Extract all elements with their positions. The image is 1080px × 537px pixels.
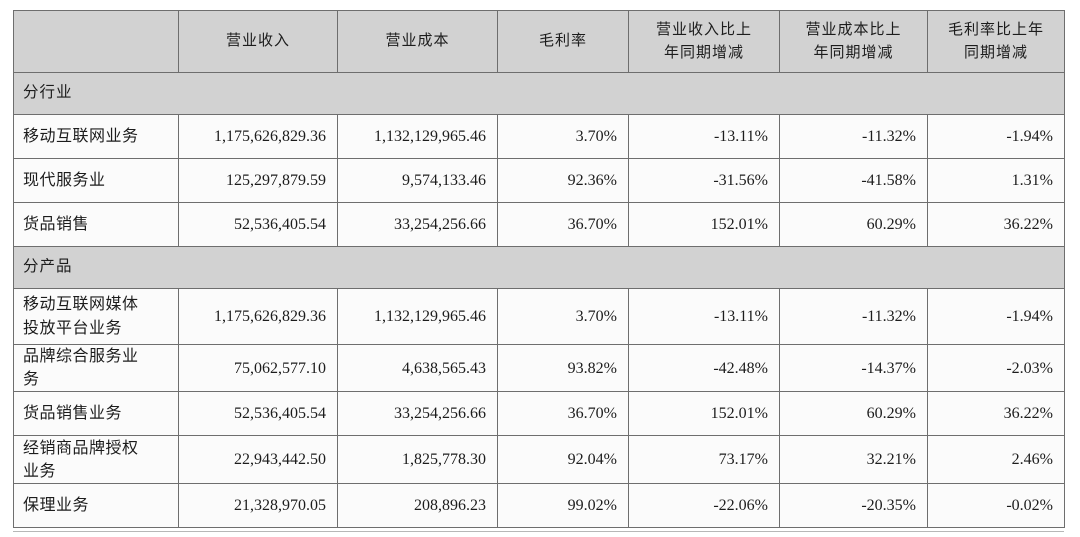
margin-value: 92.04%	[497, 435, 629, 485]
row-label: 品牌综合服务业 务	[13, 343, 179, 393]
table-row: 货品销售 52,536,405.54 33,254,256.66 36.70% …	[13, 202, 1065, 247]
margin-yoy-value: 36.22%	[927, 202, 1065, 247]
cost-yoy-value: -41.58%	[779, 158, 928, 203]
section-row-by-industry: 分行业	[13, 72, 1065, 115]
cost-value: 208,896.23	[337, 483, 498, 529]
cost-value: 1,132,129,965.46	[337, 114, 498, 159]
cost-yoy-value: -14.37%	[779, 343, 928, 393]
financial-table: 营业收入 营业成本 毛利率 营业收入比上 年同期增减 营业成本比上 年同期增减 …	[13, 10, 1065, 529]
margin-yoy-value: -1.94%	[927, 114, 1065, 159]
margin-value: 93.82%	[497, 343, 629, 393]
header-cell-margin-yoy: 毛利率比上年 同期增减	[927, 10, 1065, 73]
margin-value: 36.70%	[497, 391, 629, 437]
margin-yoy-value: 36.22%	[927, 391, 1065, 437]
table-row: 保理业务 21,328,970.05 208,896.23 99.02% -22…	[13, 483, 1065, 529]
header-cell-cost: 营业成本	[337, 10, 498, 73]
table-row: 现代服务业 125,297,879.59 9,574,133.46 92.36%…	[13, 158, 1065, 203]
cost-yoy-value: -20.35%	[779, 483, 928, 529]
margin-value: 36.70%	[497, 202, 629, 247]
header-cell-gross-margin: 毛利率	[497, 10, 629, 73]
cost-yoy-value: 32.21%	[779, 435, 928, 485]
revenue-yoy-value: 73.17%	[628, 435, 780, 485]
table-header-row: 营业收入 营业成本 毛利率 营业收入比上 年同期增减 营业成本比上 年同期增减 …	[13, 10, 1065, 73]
table-row: 经销商品牌授权 业务 22,943,442.50 1,825,778.30 92…	[13, 435, 1065, 485]
revenue-value: 1,175,626,829.36	[178, 114, 338, 159]
row-label: 经销商品牌授权 业务	[13, 435, 179, 485]
margin-yoy-value: 2.46%	[927, 435, 1065, 485]
section-label: 分产品	[13, 246, 1065, 289]
cost-yoy-value: 60.29%	[779, 202, 928, 247]
revenue-yoy-value: -13.11%	[628, 288, 780, 345]
cost-yoy-value: -11.32%	[779, 288, 928, 345]
table-bottom-rule	[13, 531, 1064, 532]
revenue-yoy-value: -31.56%	[628, 158, 780, 203]
revenue-yoy-value: 152.01%	[628, 202, 780, 247]
revenue-value: 1,175,626,829.36	[178, 288, 338, 345]
margin-yoy-value: -1.94%	[927, 288, 1065, 345]
revenue-yoy-value: -42.48%	[628, 343, 780, 393]
cost-value: 1,825,778.30	[337, 435, 498, 485]
row-label: 货品销售	[13, 202, 179, 247]
margin-value: 92.36%	[497, 158, 629, 203]
revenue-value: 52,536,405.54	[178, 202, 338, 247]
header-cell-revenue-yoy: 营业收入比上 年同期增减	[628, 10, 780, 73]
table-row: 移动互联网业务 1,175,626,829.36 1,132,129,965.4…	[13, 114, 1065, 159]
cost-value: 33,254,256.66	[337, 202, 498, 247]
row-label: 保理业务	[13, 483, 179, 529]
section-label: 分行业	[13, 72, 1065, 115]
revenue-value: 75,062,577.10	[178, 343, 338, 393]
table-row: 移动互联网媒体 投放平台业务 1,175,626,829.36 1,132,12…	[13, 288, 1065, 345]
revenue-yoy-value: -22.06%	[628, 483, 780, 529]
margin-value: 3.70%	[497, 288, 629, 345]
row-label: 现代服务业	[13, 158, 179, 203]
margin-yoy-value: -2.03%	[927, 343, 1065, 393]
margin-value: 3.70%	[497, 114, 629, 159]
section-row-by-product: 分产品	[13, 246, 1065, 289]
cost-yoy-value: -11.32%	[779, 114, 928, 159]
margin-value: 99.02%	[497, 483, 629, 529]
header-cell-revenue: 营业收入	[178, 10, 338, 73]
revenue-value: 22,943,442.50	[178, 435, 338, 485]
cost-value: 33,254,256.66	[337, 391, 498, 437]
margin-yoy-value: -0.02%	[927, 483, 1065, 529]
revenue-yoy-value: 152.01%	[628, 391, 780, 437]
revenue-yoy-value: -13.11%	[628, 114, 780, 159]
cost-value: 4,638,565.43	[337, 343, 498, 393]
cost-value: 1,132,129,965.46	[337, 288, 498, 345]
revenue-value: 21,328,970.05	[178, 483, 338, 529]
row-label: 货品销售业务	[13, 391, 179, 437]
header-cell-cost-yoy: 营业成本比上 年同期增减	[779, 10, 928, 73]
row-label: 移动互联网媒体 投放平台业务	[13, 288, 179, 345]
cost-yoy-value: 60.29%	[779, 391, 928, 437]
margin-yoy-value: 1.31%	[927, 158, 1065, 203]
revenue-value: 52,536,405.54	[178, 391, 338, 437]
cost-value: 9,574,133.46	[337, 158, 498, 203]
revenue-value: 125,297,879.59	[178, 158, 338, 203]
table-row: 品牌综合服务业 务 75,062,577.10 4,638,565.43 93.…	[13, 343, 1065, 393]
row-label: 移动互联网业务	[13, 114, 179, 159]
header-cell-empty	[13, 10, 179, 73]
table-row: 货品销售业务 52,536,405.54 33,254,256.66 36.70…	[13, 391, 1065, 437]
